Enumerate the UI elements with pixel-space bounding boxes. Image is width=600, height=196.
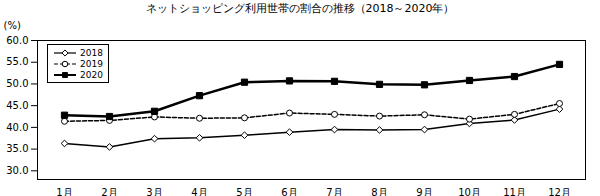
svg-text:11月: 11月 — [503, 187, 526, 196]
svg-text:10月: 10月 — [458, 187, 481, 196]
svg-text:50.0: 50.0 — [6, 78, 28, 89]
svg-text:7月: 7月 — [326, 187, 342, 196]
svg-text:35.0: 35.0 — [6, 143, 28, 154]
svg-text:5月: 5月 — [236, 187, 252, 196]
svg-text:3月: 3月 — [146, 187, 162, 196]
svg-text:40.0: 40.0 — [6, 122, 28, 133]
svg-text:9月: 9月 — [416, 187, 432, 196]
svg-text:12月: 12月 — [548, 187, 571, 196]
html-text:2019: 2019 — [80, 58, 103, 69]
svg-text:4月: 4月 — [191, 187, 207, 196]
svg-text:60.0: 60.0 — [6, 35, 28, 46]
svg-text:(%): (%) — [4, 20, 21, 31]
svg-text:6月: 6月 — [281, 187, 297, 196]
svg-text:55.0: 55.0 — [6, 56, 28, 67]
svg-text:8月: 8月 — [371, 187, 387, 196]
html-text:2020: 2020 — [80, 69, 103, 80]
html-text:2018: 2018 — [80, 47, 103, 58]
svg-text:45.0: 45.0 — [6, 100, 28, 111]
svg-text:2月: 2月 — [101, 187, 117, 196]
svg-text:30.0: 30.0 — [6, 165, 28, 176]
html-text:ネットショッピング利用世帯の割合の推移（2018～2020年: ネットショッピング利用世帯の割合の推移（2018～2020年） — [145, 2, 455, 15]
svg-text:1月: 1月 — [56, 187, 72, 196]
